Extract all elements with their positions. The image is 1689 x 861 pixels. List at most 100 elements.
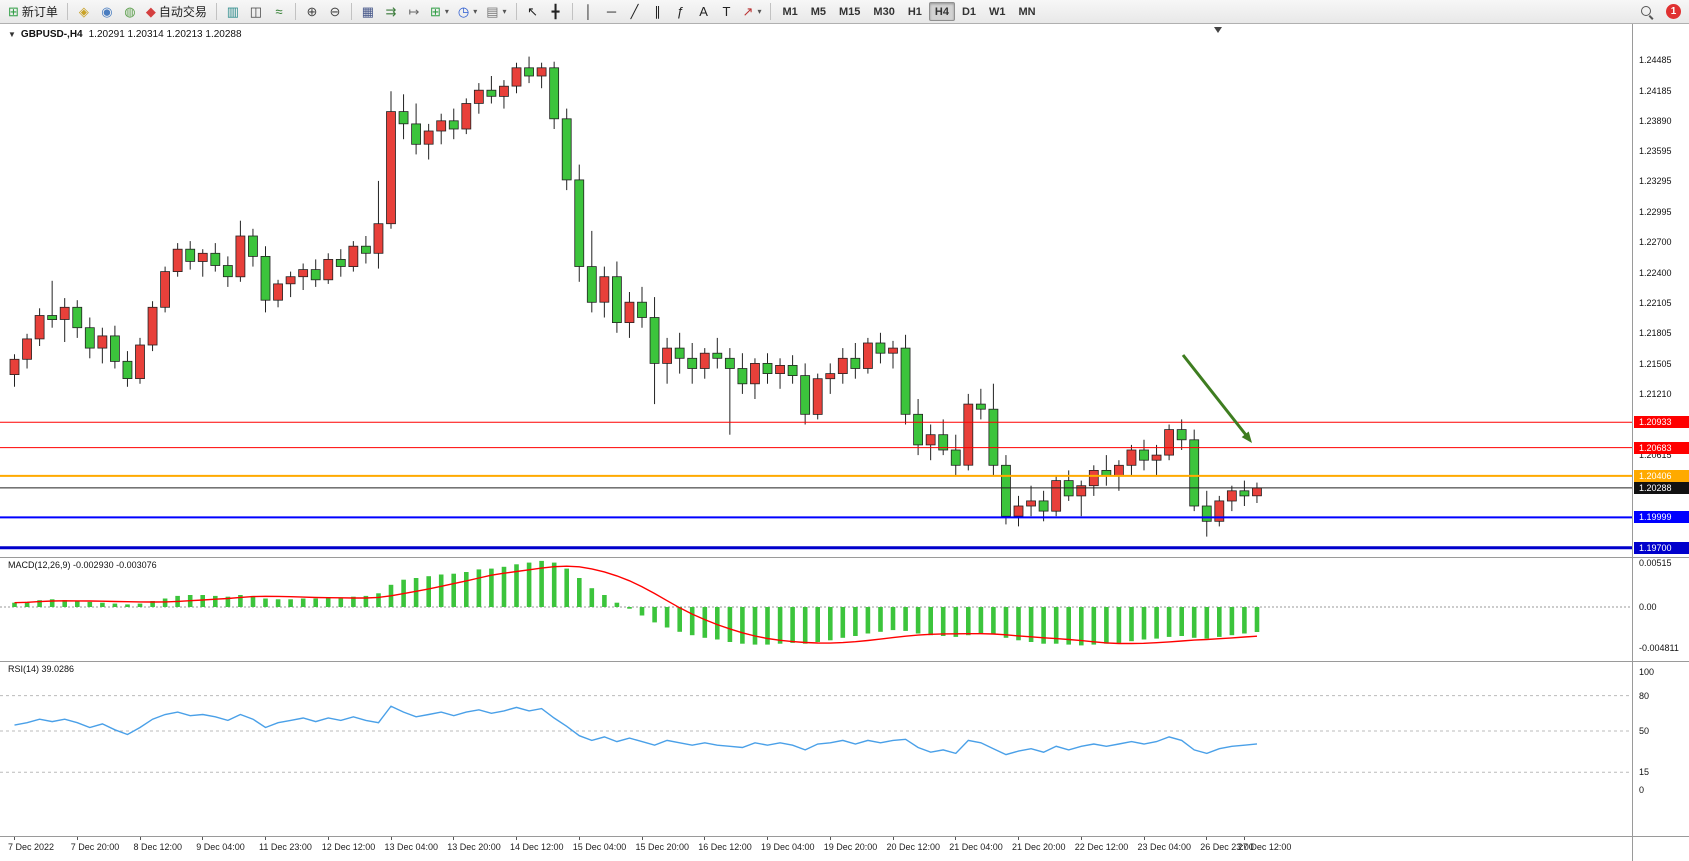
price-axis[interactable]: 1.24485 1.24185 1.23890 1.23595 1.23295 1.229…: [1632, 24, 1689, 861]
timeframe-d1-button[interactable]: D1: [961, 5, 977, 18]
arrows-button[interactable]: ↗ ▾: [739, 2, 766, 22]
timeframe-m15-button[interactable]: M15: [839, 5, 861, 18]
candle-body: [1151, 454, 1162, 461]
price-axis-label: 1.21210: [1639, 388, 1672, 399]
arrow-annotation-head[interactable]: [1241, 431, 1252, 444]
text-button[interactable]: A: [693, 2, 715, 22]
new-order-button[interactable]: ⊞ 新订单: [4, 2, 62, 22]
candle-body: [1126, 449, 1137, 466]
toolbar-separator: [770, 3, 772, 20]
line-chart-button[interactable]: ≈: [268, 2, 290, 22]
periods-button[interactable]: ◷ ▾: [454, 2, 481, 22]
macd-bar: [501, 566, 507, 607]
auto-scroll-button[interactable]: ⇉: [380, 2, 402, 22]
candle-body: [888, 347, 898, 354]
dropdown-arrow-icon: ▾: [444, 7, 449, 16]
timeframe-w1-button[interactable]: W1: [989, 5, 1006, 18]
macd-bar: [777, 607, 783, 644]
candle-body: [499, 85, 509, 97]
macd-bar: [1028, 607, 1034, 642]
time-axis-tick: [390, 836, 392, 840]
candle-body: [1201, 505, 1212, 522]
macd-bar: [213, 595, 218, 607]
candle-body: [750, 362, 760, 385]
timeframe-mn-button[interactable]: MN: [1018, 5, 1036, 18]
macd-bar: [489, 568, 494, 607]
templates-button[interactable]: ▤ ▾: [482, 2, 510, 22]
toolbar-separator: [350, 3, 352, 20]
candle-body: [386, 111, 396, 225]
macd-bar: [12, 602, 17, 607]
timeframe-h4-button[interactable]: H4: [928, 2, 955, 21]
toolbar-separator: [215, 3, 217, 20]
crosshair-button[interactable]: ╋: [545, 2, 567, 22]
time-axis-label: 15 Dec 04:00: [572, 842, 627, 852]
market-watch-button[interactable]: ◈: [73, 2, 95, 22]
indicators-button[interactable]: ⊞ ▾: [426, 2, 453, 22]
candle-body: [787, 364, 798, 376]
navigator-button[interactable]: ◉: [96, 2, 118, 22]
search-button[interactable]: [1636, 2, 1658, 22]
macd-panel-chart[interactable]: [0, 557, 1632, 661]
timeframe-h1-button[interactable]: H1: [907, 5, 922, 18]
auto-trading-button[interactable]: ◆ 自动交易: [142, 2, 211, 22]
horizontal-line-button[interactable]: ─: [601, 2, 623, 22]
candle-body: [963, 403, 974, 466]
macd-bar: [727, 607, 733, 642]
zoom-in-button[interactable]: ⊕: [301, 2, 323, 22]
timeframe-m1-button[interactable]: M1: [782, 5, 798, 18]
time-axis-tick: [1206, 836, 1208, 840]
trendline-button[interactable]: ╱: [624, 2, 646, 22]
candlestick-chart-button[interactable]: ◫: [245, 2, 267, 22]
rsi-line: [14, 705, 1258, 756]
price-axis-label: 1.24185: [1639, 85, 1672, 96]
macd-bar: [1154, 607, 1159, 639]
text-label-button[interactable]: T: [716, 2, 738, 22]
candle-body: [1026, 500, 1036, 507]
terminal-button[interactable]: ◍: [119, 2, 141, 22]
rsi-panel-chart[interactable]: [0, 661, 1632, 836]
candle-body: [59, 306, 70, 320]
chart-shift-button[interactable]: ↦: [403, 2, 425, 22]
rsi-scale-label: 50: [1639, 726, 1650, 736]
tile-windows-button[interactable]: ▦: [357, 2, 379, 22]
timeframe-m5-button[interactable]: M5: [810, 5, 827, 18]
cursor-button[interactable]: ↖: [522, 2, 544, 22]
notification-badge[interactable]: 1: [1666, 4, 1681, 19]
macd-bar: [1116, 607, 1122, 643]
vertical-line-button[interactable]: │: [578, 2, 600, 22]
auto-trading-button-label: 自动交易: [158, 5, 207, 19]
price-tag-1.19999: 1.19999: [1634, 511, 1689, 523]
equidistant-channel-button[interactable]: ∥: [647, 2, 669, 22]
macd-bar: [978, 607, 984, 634]
chart-shift-marker-icon[interactable]: [1214, 27, 1222, 33]
time-axis[interactable]: 7 Dec 2022 7 Dec 20:00 8 Dec 12:00 9 Dec 04…: [0, 836, 1632, 861]
zoom-out-button[interactable]: ⊖: [324, 2, 346, 22]
arrow-annotation[interactable]: [1181, 354, 1248, 436]
rsi-scale-label: 15: [1639, 767, 1650, 778]
equidistant-channel-icon: ∥: [654, 4, 661, 19]
macd-bar: [765, 607, 770, 645]
candle-body: [674, 347, 685, 359]
macd-bar: [903, 607, 908, 631]
bar-chart-button[interactable]: ▥: [222, 2, 244, 22]
main-price-chart[interactable]: [0, 24, 1632, 557]
cursor-icon: ↖: [527, 4, 538, 19]
macd-bar: [1016, 607, 1021, 641]
timeframe-m30-button[interactable]: M30: [873, 5, 895, 18]
price-tag-1.20933: 1.20933: [1634, 416, 1689, 428]
candle-body: [549, 67, 560, 120]
fibonacci-button[interactable]: ƒ: [670, 2, 692, 22]
rsi-scale-label: 80: [1639, 690, 1650, 701]
time-axis-tick: [516, 836, 517, 840]
candle-body: [737, 368, 748, 385]
chart-menu-triangle-icon[interactable]: ▼: [8, 30, 16, 39]
macd-bar: [828, 607, 833, 641]
candle-body: [561, 118, 572, 181]
candle-body: [662, 347, 672, 364]
candle-body: [536, 67, 547, 77]
fibonacci-icon: ƒ: [676, 4, 685, 19]
candle-body: [360, 245, 371, 254]
search-icon: [1640, 5, 1654, 19]
time-axis-label: 13 Dec 20:00: [447, 842, 501, 852]
